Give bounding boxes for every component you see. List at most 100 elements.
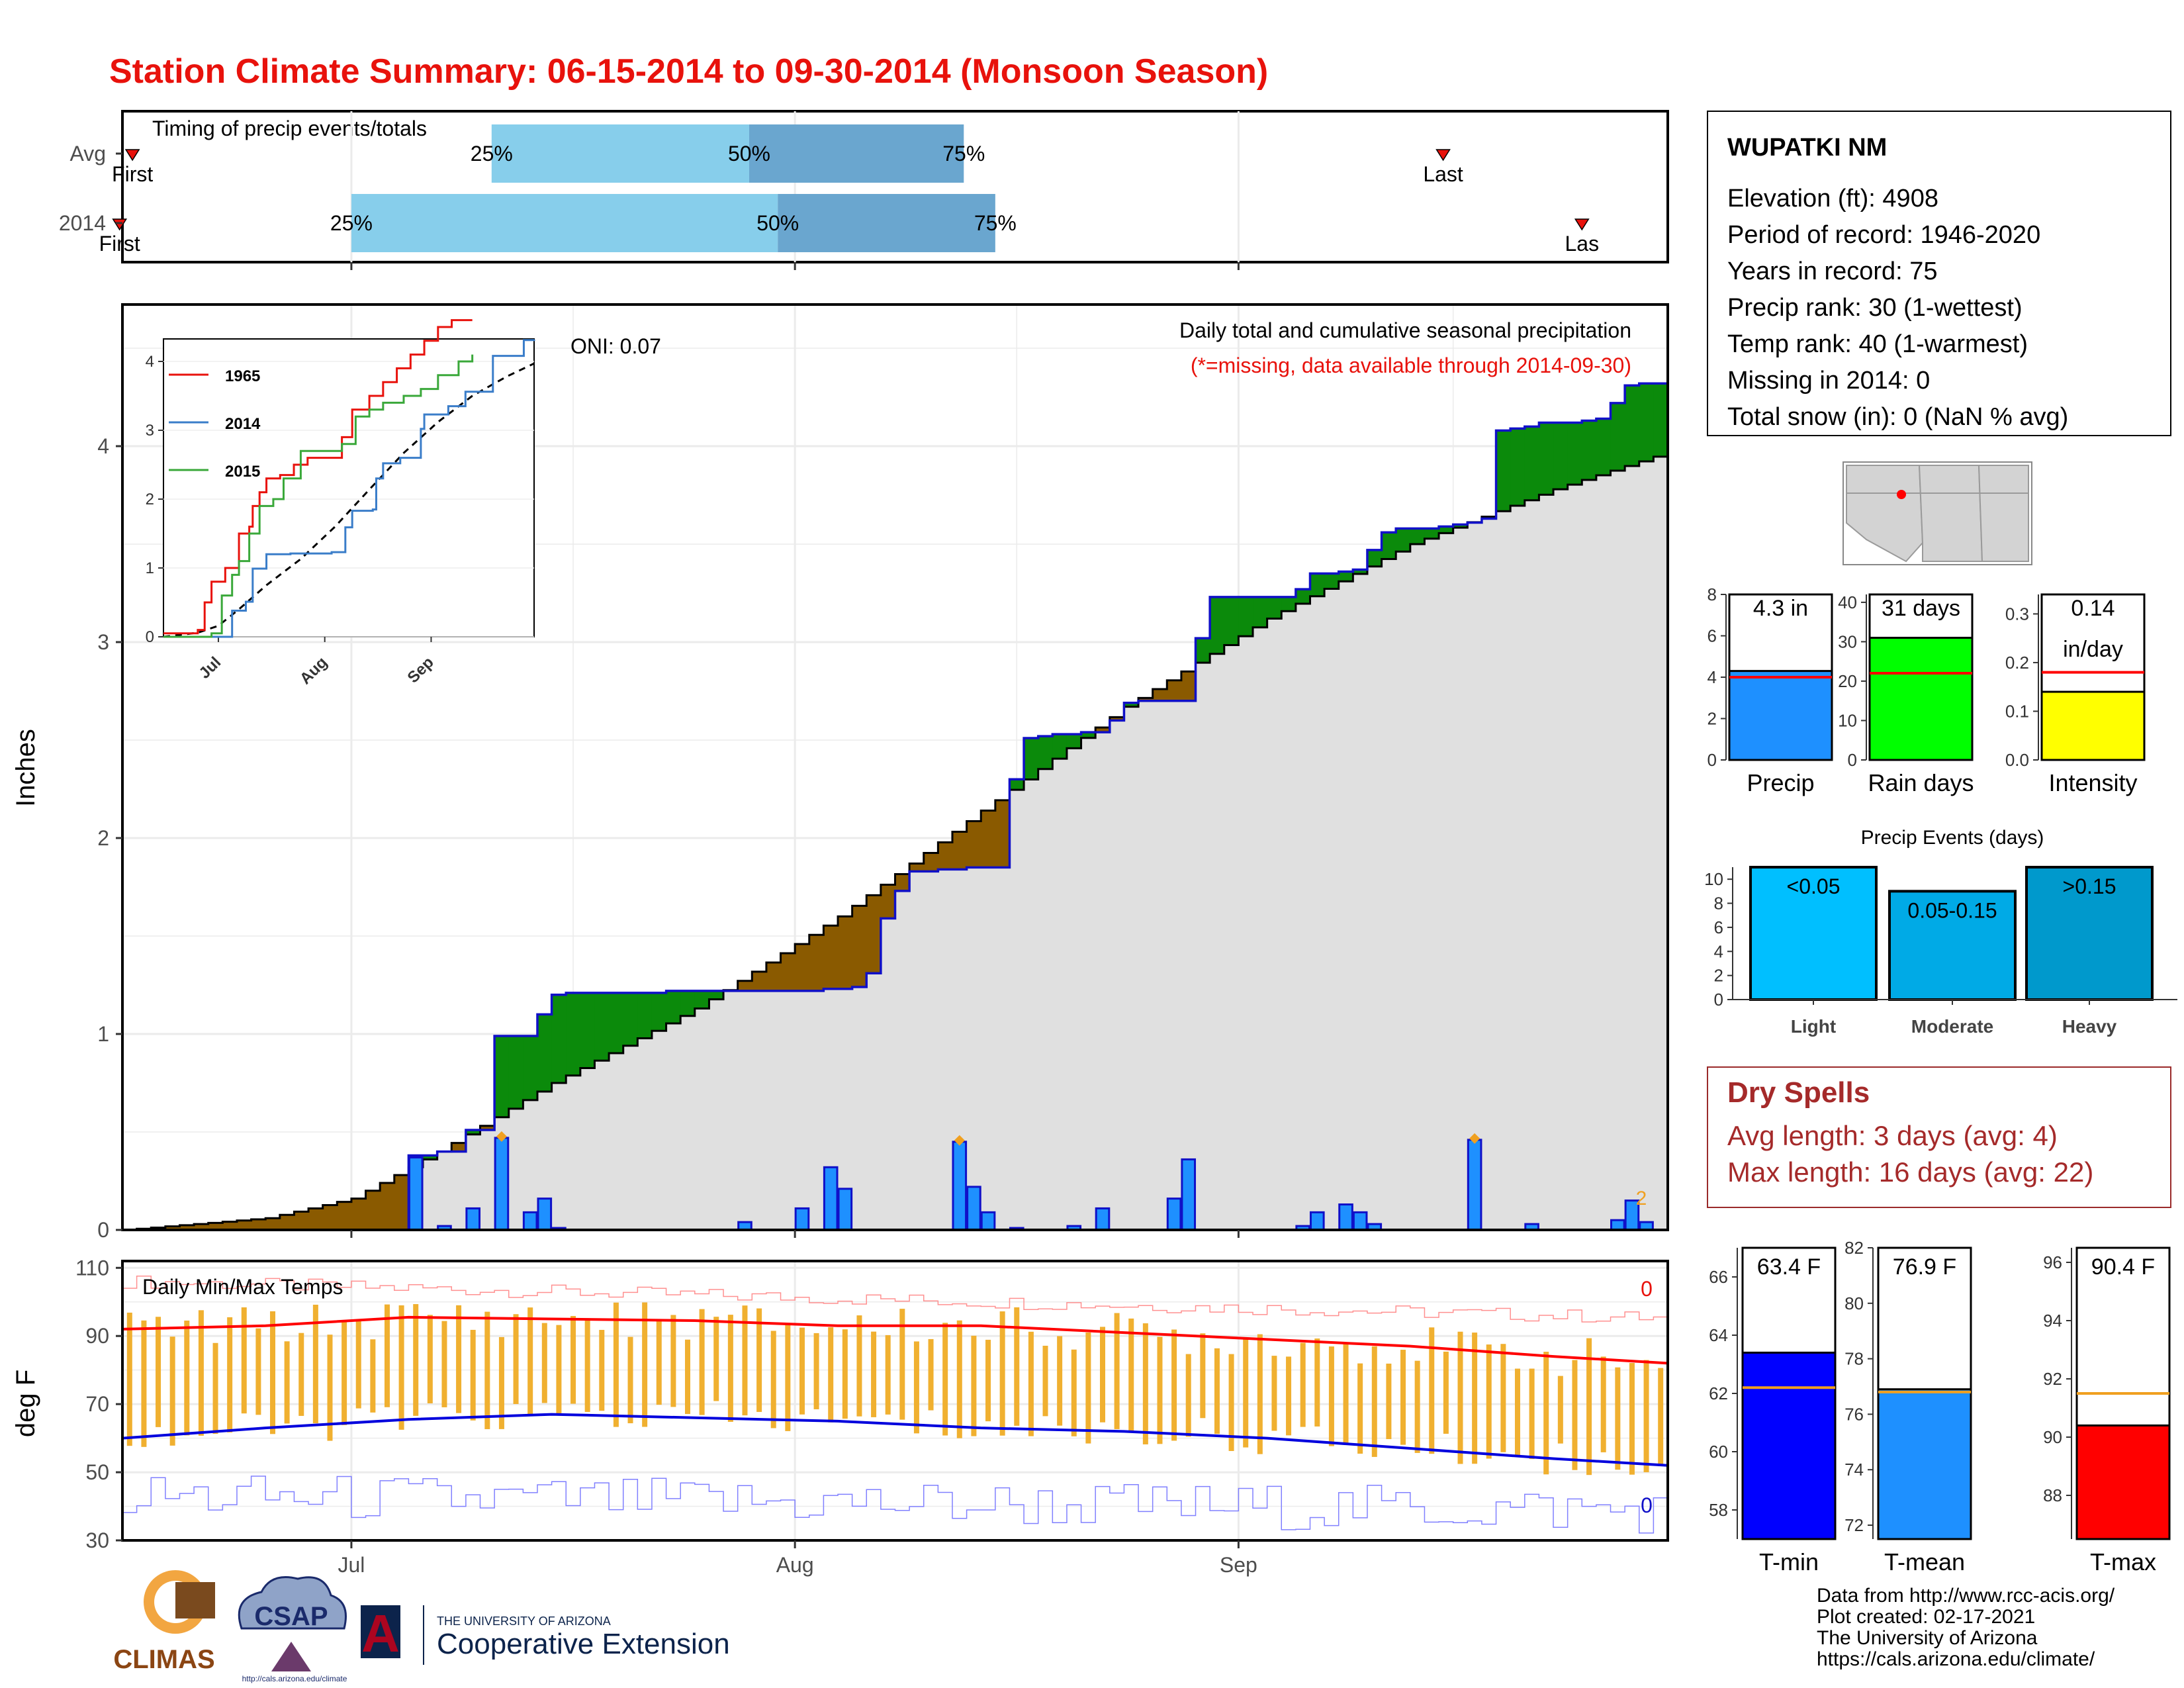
below-average-fill	[208, 1223, 223, 1230]
page-title: Station Climate Summary: 06-15-2014 to 0…	[109, 52, 1268, 91]
above-average-fill	[1295, 589, 1311, 604]
oni-label: ONI: 0.07	[570, 334, 661, 358]
daily-temp-bar	[1157, 1336, 1163, 1444]
inset-legend-1965: 1965	[225, 367, 260, 385]
above-average-fill	[594, 992, 610, 1061]
daily-temp-bar	[312, 1304, 318, 1424]
daily-temp-bar	[1042, 1345, 1048, 1417]
daily-precip-bar	[794, 1207, 810, 1231]
above-average-fill	[1024, 738, 1039, 780]
daily-temp-bar	[169, 1336, 175, 1446]
daily-temp-bar	[1171, 1329, 1177, 1441]
below-average-fill	[1152, 689, 1167, 701]
climas-logo-text: CLIMAS	[113, 1645, 214, 1674]
below-average-fill	[279, 1215, 295, 1230]
above-average-fill	[694, 990, 710, 1009]
above-average-fill	[1410, 528, 1426, 544]
temp-x-ticks: Jul Aug Sep	[338, 1540, 1257, 1577]
temp-bar-value: 63.4 F	[1757, 1254, 1821, 1280]
daily-temp-bar	[570, 1316, 576, 1404]
below-average-fill	[1109, 717, 1125, 721]
inset-y-label: 0	[146, 628, 154, 646]
above-average-fill	[1224, 596, 1239, 645]
daily-temp-bar	[1386, 1363, 1392, 1439]
observed-cumulative-line	[122, 382, 1668, 1231]
daily-temp-bar	[1228, 1354, 1234, 1451]
daily-temp-bar	[928, 1338, 934, 1411]
above-average-fill	[1195, 638, 1210, 663]
daily-temp-bar	[427, 1315, 433, 1403]
daily-temp-bar	[785, 1323, 791, 1431]
below-average-fill	[981, 810, 996, 868]
daily-temp-bar	[699, 1309, 705, 1415]
inset-average-line	[163, 362, 535, 638]
daily-temp-bar	[871, 1331, 877, 1417]
daily-temp-bar	[413, 1304, 419, 1416]
summary-value: 31 days	[1882, 596, 1960, 621]
above-average-fill	[1124, 702, 1139, 707]
events-y-label: 6	[1714, 917, 1723, 937]
summary-bar-rain-days	[1868, 636, 1974, 761]
daily-temp-bar	[1128, 1318, 1134, 1432]
location-map	[1843, 461, 2032, 565]
y-tick-label: 1	[97, 1022, 109, 1046]
daily-temp-bar	[942, 1323, 948, 1436]
above-average-fill	[1381, 532, 1396, 559]
daily-temp-bar	[1099, 1327, 1105, 1423]
timing-panel: Timing of precip events/totals 25% 50% 75%…	[59, 110, 1669, 270]
daily-temp-bar	[1057, 1336, 1063, 1426]
inset-series-1965	[163, 319, 473, 635]
above-average-fill	[580, 992, 596, 1068]
station-info-line: Period of record: 1946-2020	[1727, 221, 2040, 249]
events-title: Precip Events (days)	[1861, 827, 2044, 849]
daily-temp-bar	[1343, 1342, 1349, 1445]
daily-temp-bar	[255, 1328, 261, 1415]
station-info-line: Total snow (in): 0 (NaN % avg)	[1727, 403, 2068, 431]
temp-y-label: 90	[85, 1324, 109, 1348]
above-average-fill	[1367, 549, 1383, 567]
daily-precip-bar	[952, 1141, 968, 1231]
credit-line-4: https://cals.arizona.edu/climate/	[1817, 1648, 2095, 1670]
timing-row-label-2014: 2014	[59, 211, 106, 235]
daily-temp-bar	[456, 1305, 462, 1413]
above-average-fill	[1567, 422, 1582, 485]
daily-temp-bar	[1371, 1346, 1377, 1457]
precip-caption: Daily total and cumulative seasonal prec…	[1179, 318, 1631, 342]
daily-temp-bar	[270, 1311, 276, 1434]
daily-temp-bar	[1529, 1368, 1535, 1460]
csap-logo: CSAP http://cals.arizona.edu/climate	[238, 1576, 347, 1683]
below-average-fill	[852, 906, 867, 987]
daily-temp-bar	[627, 1336, 633, 1424]
daily-temp-bar	[1586, 1338, 1592, 1476]
temp-bar-label: T-max	[2090, 1548, 2156, 1575]
temp-bar-y-label: 90	[2043, 1427, 2062, 1447]
below-average-fill	[365, 1190, 381, 1230]
dry-spells-box: Dry Spells Avg length: 3 days (avg: 4) M…	[1707, 1066, 2171, 1208]
below-average-fill	[952, 831, 968, 870]
daily-temp-bar	[1429, 1327, 1435, 1454]
temp-x-label: Sep	[1220, 1553, 1257, 1577]
above-average-fill	[1081, 732, 1096, 738]
daily-temp-bar	[355, 1319, 361, 1409]
above-average-fill	[537, 1014, 553, 1092]
daily-precip-bar	[494, 1137, 510, 1231]
events-y-label: 10	[1704, 869, 1723, 889]
daily-temp-bar	[1300, 1342, 1306, 1427]
below-average-fill	[909, 863, 925, 872]
above-average-fill	[1453, 524, 1468, 528]
daily-temp-bar	[799, 1327, 805, 1415]
temp-bar-y-label: 94	[2043, 1311, 2062, 1331]
below-average-fill	[995, 800, 1011, 868]
above-average-fill	[623, 992, 638, 1046]
quartile-band-dark	[778, 194, 995, 252]
above-average-fill	[1353, 569, 1368, 574]
below-average-fill	[351, 1198, 367, 1230]
average-cumulative-line	[122, 455, 1668, 1231]
events-bar-label: Heavy	[2062, 1016, 2117, 1037]
credit-line-2: Plot created: 02-17-2021	[1817, 1606, 2035, 1628]
inset-y-label: 2	[146, 491, 154, 508]
above-average-fill	[1639, 383, 1654, 461]
below-average-fill	[236, 1220, 252, 1230]
above-average-fill	[465, 1130, 481, 1135]
precip-events: Precip Events (days) 0 2 4 6 8 10 <0.05 Light 0.…	[1704, 827, 2177, 1037]
